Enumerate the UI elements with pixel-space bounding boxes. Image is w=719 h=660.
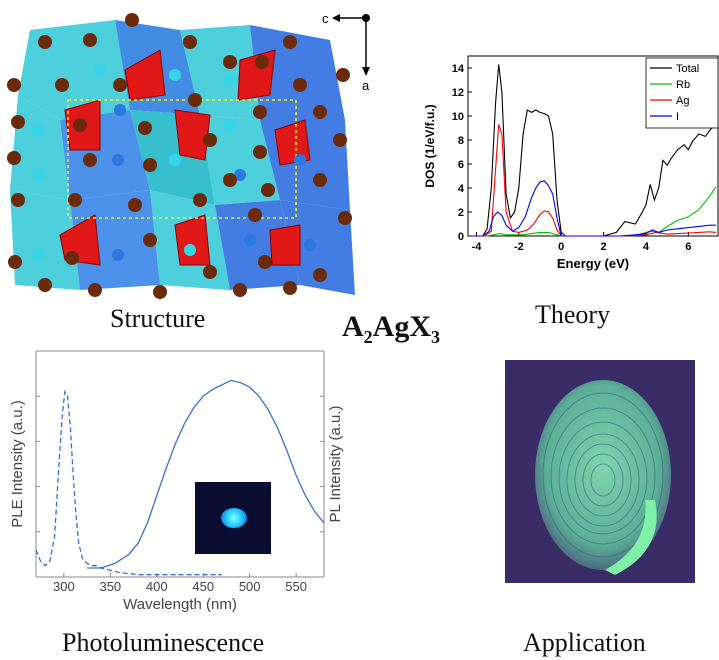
dos-x-tick-label: 4 (643, 241, 650, 253)
compound-formula: A2AgX3 (342, 310, 440, 348)
dos-legend-label: Total (676, 63, 699, 75)
pl-x-tick-label: 400 (146, 579, 168, 594)
pl-series-ple (35, 389, 222, 576)
dos-y-tick-label: 10 (452, 111, 464, 123)
dos-series-rb (472, 186, 717, 237)
unit-cell-box (67, 99, 297, 219)
formula-agx: AgX (372, 310, 432, 343)
dos-series-ag (472, 124, 716, 237)
rb-atoms (32, 64, 316, 261)
pl-y-axis-label-left: PLE Intensity (a.u.) (9, 400, 26, 528)
pl-x-tick-label: 450 (192, 579, 214, 594)
pl-x-axis-label: Wavelength (nm) (123, 596, 237, 613)
pl-plot: 300 350 400 450 500 550 Wavelength (nm) PLE Int… (9, 350, 344, 613)
dos-y-tick-label: 2 (458, 207, 464, 219)
dos-y-tick-label: 8 (458, 135, 464, 147)
dos-legend-label: Rb (676, 79, 690, 91)
axis-a-label: a (362, 78, 370, 93)
caption-application: Application (523, 628, 646, 657)
pl-x-tick-label: 300 (53, 579, 75, 594)
caption-photoluminescence: Photoluminescence (62, 628, 265, 657)
pl-chart: 300 350 400 450 500 550 Wavelength (nm) PLE Int… (0, 345, 360, 620)
dos-y-tick-label: 0 (458, 231, 464, 243)
dos-legend-label: Ag (676, 95, 689, 107)
dos-y-tick-label: 6 (458, 159, 464, 171)
dos-x-tick-label: 2 (601, 241, 607, 253)
dos-y-tick-label: 12 (452, 87, 464, 99)
pl-x-tick-label: 500 (239, 579, 261, 594)
axis-indicator: c a (322, 11, 370, 93)
dos-y-tick-label: 14 (452, 63, 465, 75)
fingerprint-photo (505, 360, 695, 583)
dos-plot: -4 -2 0 2 4 6 0 2 4 6 8 10 12 14 Energy (eV) DOS (1/eV/… (423, 55, 719, 271)
crystal-structure-image: c a (7, 11, 370, 299)
dos-legend-label: I (676, 111, 679, 123)
pl-x-tick-label: 550 (285, 579, 307, 594)
caption-structure: Structure (110, 304, 206, 333)
iodine-atoms (7, 13, 352, 299)
axis-c-label: c (322, 11, 329, 26)
pl-series-pl (87, 379, 325, 569)
blue-emission-spot (221, 508, 247, 528)
formula-a: A (342, 310, 364, 343)
structure-panel: c a (0, 0, 370, 310)
sample-photo (195, 482, 271, 554)
pl-y-axis-label-right: PL Intensity (a.u.) (327, 405, 344, 522)
dos-x-tick-label: 6 (685, 241, 691, 253)
dos-y-tick-label: 4 (458, 183, 465, 195)
dos-chart: -4 -2 0 2 4 6 0 2 4 6 8 10 12 14 Energy (eV) DOS (1/eV/… (420, 48, 719, 298)
pl-x-tick-label: 350 (99, 579, 121, 594)
caption-theory: Theory (535, 300, 611, 329)
pl-plot-frame (35, 350, 325, 578)
formula-sub-3: 3 (431, 327, 441, 347)
formula-sub-2: 2 (363, 327, 373, 347)
dos-x-tick-label: -4 (472, 241, 483, 253)
dos-series-i (472, 180, 716, 237)
dos-x-tick-label: 0 (558, 241, 564, 253)
fingerprint-image (535, 380, 671, 575)
dos-y-axis-label: DOS (1/eV/f.u.) (423, 104, 437, 187)
dos-x-axis-label: Energy (eV) (557, 256, 629, 271)
dos-x-tick-label: -2 (514, 241, 524, 253)
